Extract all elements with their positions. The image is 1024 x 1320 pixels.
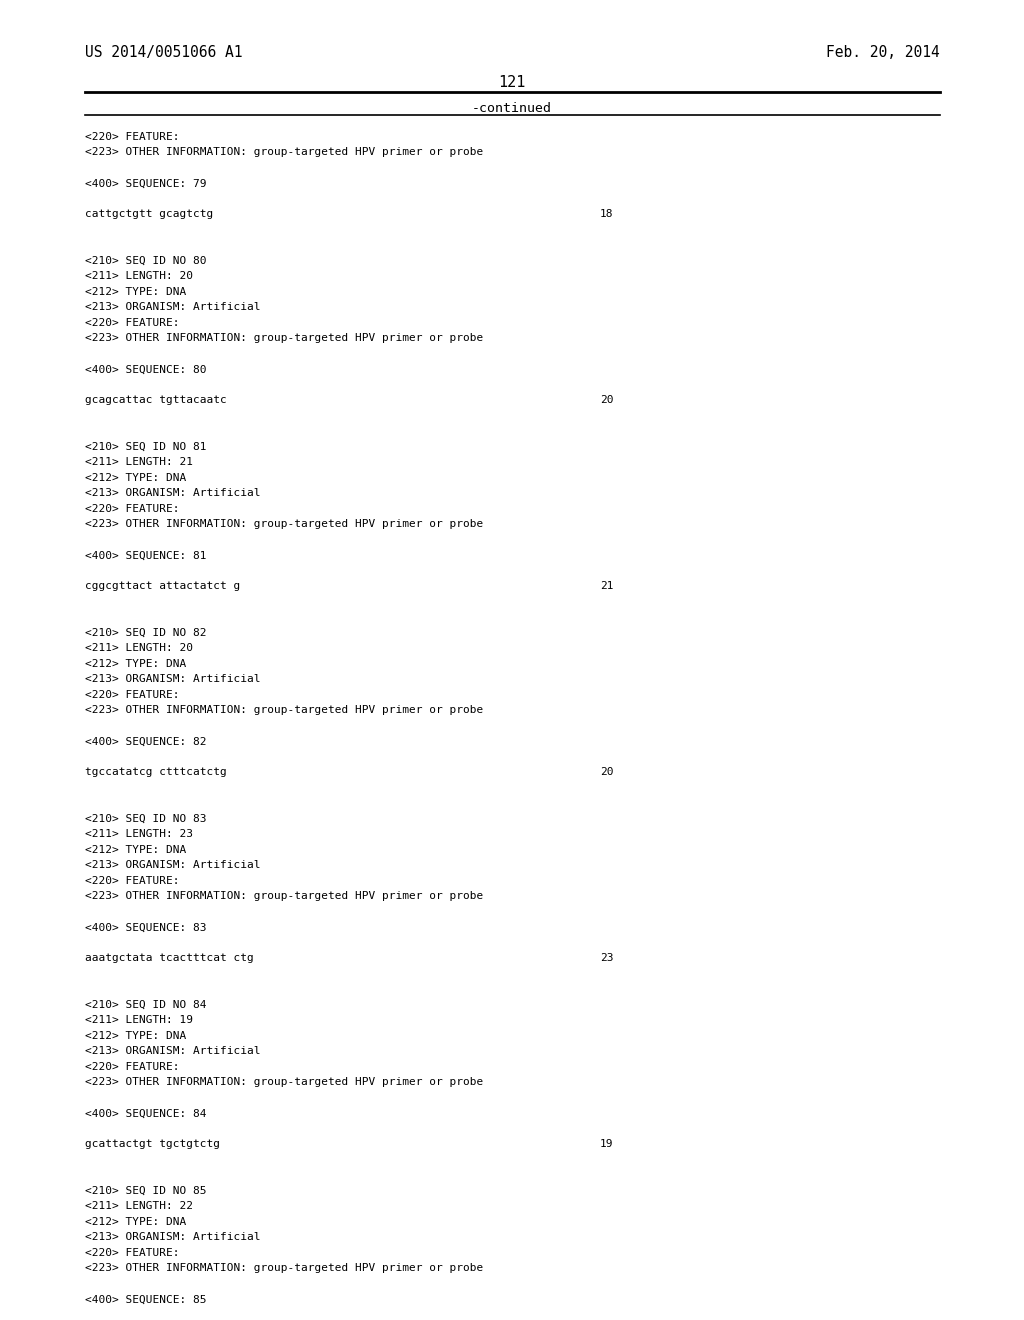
- Text: <223> OTHER INFORMATION: group-targeted HPV primer or probe: <223> OTHER INFORMATION: group-targeted …: [85, 1263, 483, 1274]
- Text: <400> SEQUENCE: 83: <400> SEQUENCE: 83: [85, 923, 207, 932]
- Text: <212> TYPE: DNA: <212> TYPE: DNA: [85, 845, 186, 855]
- Text: <400> SEQUENCE: 80: <400> SEQUENCE: 80: [85, 364, 207, 375]
- Text: <400> SEQUENCE: 85: <400> SEQUENCE: 85: [85, 1295, 207, 1304]
- Text: <212> TYPE: DNA: <212> TYPE: DNA: [85, 286, 186, 297]
- Text: tgccatatcg ctttcatctg: tgccatatcg ctttcatctg: [85, 767, 226, 777]
- Text: <213> ORGANISM: Artificial: <213> ORGANISM: Artificial: [85, 302, 260, 313]
- Text: gcagcattac tgttacaatc: gcagcattac tgttacaatc: [85, 396, 226, 405]
- Text: <213> ORGANISM: Artificial: <213> ORGANISM: Artificial: [85, 861, 260, 870]
- Text: 19: 19: [600, 1139, 613, 1150]
- Text: <210> SEQ ID NO 80: <210> SEQ ID NO 80: [85, 256, 207, 267]
- Text: <213> ORGANISM: Artificial: <213> ORGANISM: Artificial: [85, 488, 260, 499]
- Text: <211> LENGTH: 23: <211> LENGTH: 23: [85, 829, 193, 840]
- Text: <223> OTHER INFORMATION: group-targeted HPV primer or probe: <223> OTHER INFORMATION: group-targeted …: [85, 148, 483, 157]
- Text: <220> FEATURE:: <220> FEATURE:: [85, 318, 179, 327]
- Text: <213> ORGANISM: Artificial: <213> ORGANISM: Artificial: [85, 1047, 260, 1056]
- Text: <223> OTHER INFORMATION: group-targeted HPV primer or probe: <223> OTHER INFORMATION: group-targeted …: [85, 334, 483, 343]
- Text: gcattactgt tgctgtctg: gcattactgt tgctgtctg: [85, 1139, 220, 1150]
- Text: <400> SEQUENCE: 81: <400> SEQUENCE: 81: [85, 550, 207, 561]
- Text: -continued: -continued: [472, 102, 552, 115]
- Text: aaatgctata tcactttcat ctg: aaatgctata tcactttcat ctg: [85, 953, 254, 964]
- Text: <211> LENGTH: 21: <211> LENGTH: 21: [85, 458, 193, 467]
- Text: <212> TYPE: DNA: <212> TYPE: DNA: [85, 1031, 186, 1041]
- Text: <212> TYPE: DNA: <212> TYPE: DNA: [85, 473, 186, 483]
- Text: <220> FEATURE:: <220> FEATURE:: [85, 132, 179, 143]
- Text: <220> FEATURE:: <220> FEATURE:: [85, 690, 179, 700]
- Text: <223> OTHER INFORMATION: group-targeted HPV primer or probe: <223> OTHER INFORMATION: group-targeted …: [85, 1077, 483, 1088]
- Text: <210> SEQ ID NO 82: <210> SEQ ID NO 82: [85, 628, 207, 638]
- Text: 18: 18: [600, 210, 613, 219]
- Text: <400> SEQUENCE: 84: <400> SEQUENCE: 84: [85, 1109, 207, 1118]
- Text: <212> TYPE: DNA: <212> TYPE: DNA: [85, 659, 186, 669]
- Text: <212> TYPE: DNA: <212> TYPE: DNA: [85, 1217, 186, 1228]
- Text: <400> SEQUENCE: 79: <400> SEQUENCE: 79: [85, 178, 207, 189]
- Text: <211> LENGTH: 19: <211> LENGTH: 19: [85, 1015, 193, 1026]
- Text: <211> LENGTH: 20: <211> LENGTH: 20: [85, 272, 193, 281]
- Text: <210> SEQ ID NO 81: <210> SEQ ID NO 81: [85, 442, 207, 451]
- Text: <220> FEATURE:: <220> FEATURE:: [85, 876, 179, 886]
- Text: <211> LENGTH: 20: <211> LENGTH: 20: [85, 643, 193, 653]
- Text: <210> SEQ ID NO 83: <210> SEQ ID NO 83: [85, 814, 207, 824]
- Text: <213> ORGANISM: Artificial: <213> ORGANISM: Artificial: [85, 1233, 260, 1242]
- Text: <213> ORGANISM: Artificial: <213> ORGANISM: Artificial: [85, 675, 260, 685]
- Text: US 2014/0051066 A1: US 2014/0051066 A1: [85, 45, 243, 59]
- Text: 121: 121: [499, 75, 525, 90]
- Text: Feb. 20, 2014: Feb. 20, 2014: [826, 45, 940, 59]
- Text: <220> FEATURE:: <220> FEATURE:: [85, 1247, 179, 1258]
- Text: <223> OTHER INFORMATION: group-targeted HPV primer or probe: <223> OTHER INFORMATION: group-targeted …: [85, 520, 483, 529]
- Text: 20: 20: [600, 396, 613, 405]
- Text: <220> FEATURE:: <220> FEATURE:: [85, 504, 179, 513]
- Text: <210> SEQ ID NO 85: <210> SEQ ID NO 85: [85, 1185, 207, 1196]
- Text: 23: 23: [600, 953, 613, 964]
- Text: cattgctgtt gcagtctg: cattgctgtt gcagtctg: [85, 210, 213, 219]
- Text: 20: 20: [600, 767, 613, 777]
- Text: <210> SEQ ID NO 84: <210> SEQ ID NO 84: [85, 1001, 207, 1010]
- Text: <220> FEATURE:: <220> FEATURE:: [85, 1063, 179, 1072]
- Text: <400> SEQUENCE: 82: <400> SEQUENCE: 82: [85, 737, 207, 747]
- Text: <211> LENGTH: 22: <211> LENGTH: 22: [85, 1201, 193, 1212]
- Text: cggcgttact attactatct g: cggcgttact attactatct g: [85, 582, 241, 591]
- Text: <223> OTHER INFORMATION: group-targeted HPV primer or probe: <223> OTHER INFORMATION: group-targeted …: [85, 705, 483, 715]
- Text: <223> OTHER INFORMATION: group-targeted HPV primer or probe: <223> OTHER INFORMATION: group-targeted …: [85, 891, 483, 902]
- Text: 21: 21: [600, 582, 613, 591]
